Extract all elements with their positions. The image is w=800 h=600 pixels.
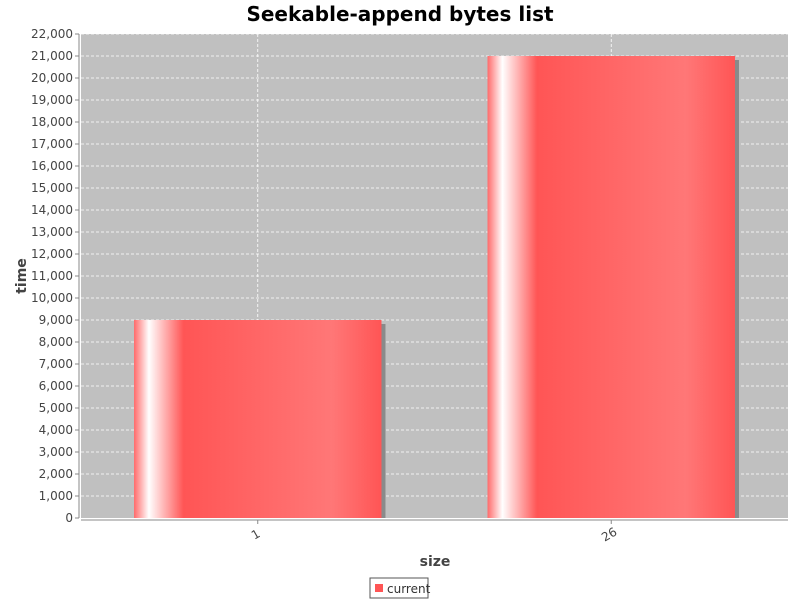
y-tick-label: 19,000	[31, 93, 73, 107]
y-tick-label: 22,000	[31, 27, 73, 41]
legend-box	[369, 577, 429, 599]
y-tick-label: 11,000	[31, 269, 73, 283]
y-tick-label: 5,000	[39, 401, 73, 415]
y-tick-label: 1,000	[39, 489, 73, 503]
y-tick-label: 13,000	[31, 225, 73, 239]
y-axis-label: time	[14, 258, 30, 294]
y-tick-label: 17,000	[31, 137, 73, 151]
y-tick-label: 4,000	[39, 423, 73, 437]
y-tick-label: 8,000	[39, 335, 73, 349]
y-tick-label: 0	[65, 511, 73, 525]
y-tick-label: 9,000	[39, 313, 73, 327]
y-tick-label: 12,000	[31, 247, 73, 261]
legend-label: current	[387, 582, 431, 596]
bar-1	[134, 320, 382, 518]
y-tick-label: 10,000	[31, 291, 73, 305]
y-tick-label: 15,000	[31, 181, 73, 195]
y-tick-label: 6,000	[39, 379, 73, 393]
x-axis-ticks: 1 26	[249, 520, 619, 544]
y-axis-ticks: 0 1,000 2,000 3,000 4,000 5,000 6,000 7,000 8,00…	[31, 27, 79, 525]
x-tick-label: 1	[249, 527, 263, 543]
y-tick-label: 2,000	[39, 467, 73, 481]
y-tick-label: 7,000	[39, 357, 73, 371]
legend: current	[369, 577, 431, 599]
y-tick-label: 18,000	[31, 115, 73, 129]
legend-swatch	[375, 584, 383, 592]
chart-title: Seekable-append bytes list	[246, 2, 554, 26]
y-tick-label: 20,000	[31, 71, 73, 85]
y-tick-label: 14,000	[31, 203, 73, 217]
x-tick-label: 26	[599, 525, 619, 545]
bar-26	[487, 56, 735, 518]
bars	[134, 56, 735, 518]
y-tick-label: 21,000	[31, 49, 73, 63]
y-tick-label: 16,000	[31, 159, 73, 173]
x-axis-label: size	[420, 554, 451, 570]
y-tick-label: 3,000	[39, 445, 73, 459]
